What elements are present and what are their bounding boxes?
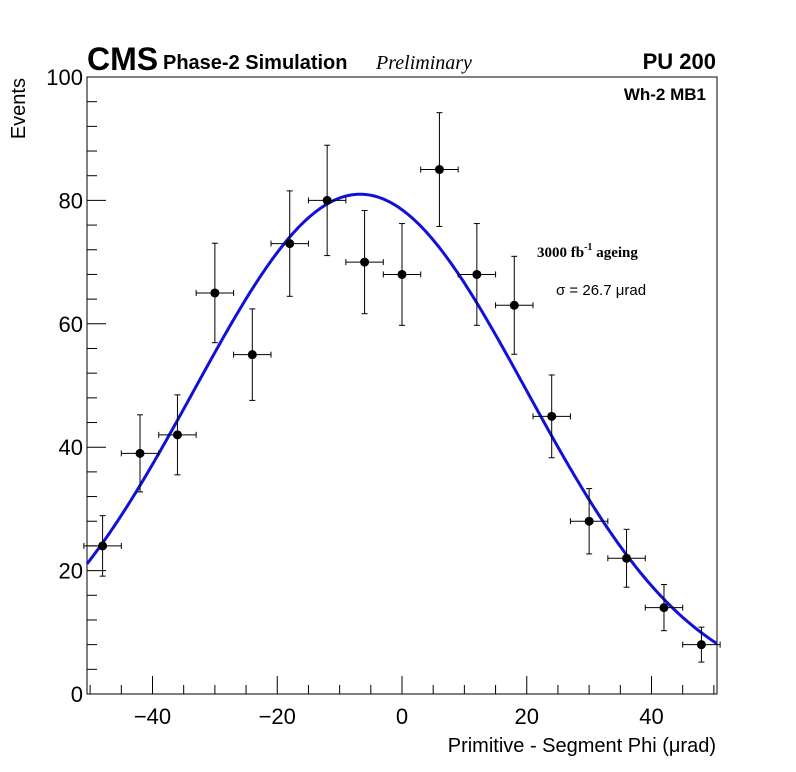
data-point xyxy=(307,144,347,257)
data-point xyxy=(345,209,384,315)
data-point xyxy=(682,626,721,663)
x-axis-title: Primitive - Segment Phi (μrad) xyxy=(448,735,716,757)
phase-label: Phase-2 Simulation xyxy=(163,52,348,74)
data-marker xyxy=(622,553,632,563)
x-tick-label: −20 xyxy=(259,704,296,729)
y-tick-label: 80 xyxy=(59,188,83,213)
points-layer xyxy=(83,112,721,663)
data-marker xyxy=(547,411,557,421)
data-point xyxy=(457,223,497,326)
plot-frame xyxy=(86,76,718,695)
data-marker xyxy=(659,603,669,613)
fit-curve xyxy=(85,192,718,645)
y-tick-label: 0 xyxy=(71,682,83,707)
data-point xyxy=(532,374,571,459)
sigma-label: σ = 26.7 μrad xyxy=(556,282,646,299)
x-tick-label: −40 xyxy=(134,704,171,729)
cms-label: CMS xyxy=(87,41,158,77)
data-point xyxy=(382,223,422,326)
y-tick-label: 100 xyxy=(46,65,83,90)
data-point xyxy=(607,528,646,588)
data-marker xyxy=(434,165,444,175)
y-axis: 0 20 40 60 80 100 xyxy=(46,65,106,707)
data-marker xyxy=(322,195,332,205)
data-marker xyxy=(472,269,482,279)
data-marker xyxy=(247,350,257,360)
y-tick-label: 40 xyxy=(59,435,83,460)
x-tick-label: 20 xyxy=(515,704,539,729)
data-marker xyxy=(210,288,220,298)
data-marker xyxy=(98,541,108,551)
data-point xyxy=(83,515,122,577)
data-point xyxy=(158,394,197,476)
station-label: Wh-2 MB1 xyxy=(624,85,706,104)
y-axis-title: Events xyxy=(8,78,30,139)
data-point xyxy=(569,488,609,555)
y-tick-label: 60 xyxy=(59,312,83,337)
data-point xyxy=(270,190,309,297)
data-marker xyxy=(360,257,370,267)
x-tick-label: 40 xyxy=(639,704,663,729)
data-point xyxy=(195,242,235,344)
data-marker xyxy=(584,516,594,526)
data-point xyxy=(233,308,272,401)
data-marker xyxy=(285,239,295,249)
data-point xyxy=(120,414,160,493)
data-point xyxy=(495,255,534,355)
data-point xyxy=(644,584,684,632)
ageing-label: 3000 fb-1 ageing xyxy=(537,242,638,261)
data-point xyxy=(420,112,459,227)
fit-layer xyxy=(85,192,718,645)
pileup-label: PU 200 xyxy=(643,49,716,74)
data-marker xyxy=(397,269,407,279)
preliminary-label: Preliminary xyxy=(375,52,472,74)
data-marker xyxy=(509,300,519,310)
data-marker xyxy=(172,430,182,440)
data-marker xyxy=(696,640,706,650)
x-tick-label: 0 xyxy=(396,704,408,729)
y-tick-label: 20 xyxy=(59,559,83,584)
data-marker xyxy=(135,448,145,458)
x-axis: −40 −20 0 20 40 xyxy=(89,676,715,729)
